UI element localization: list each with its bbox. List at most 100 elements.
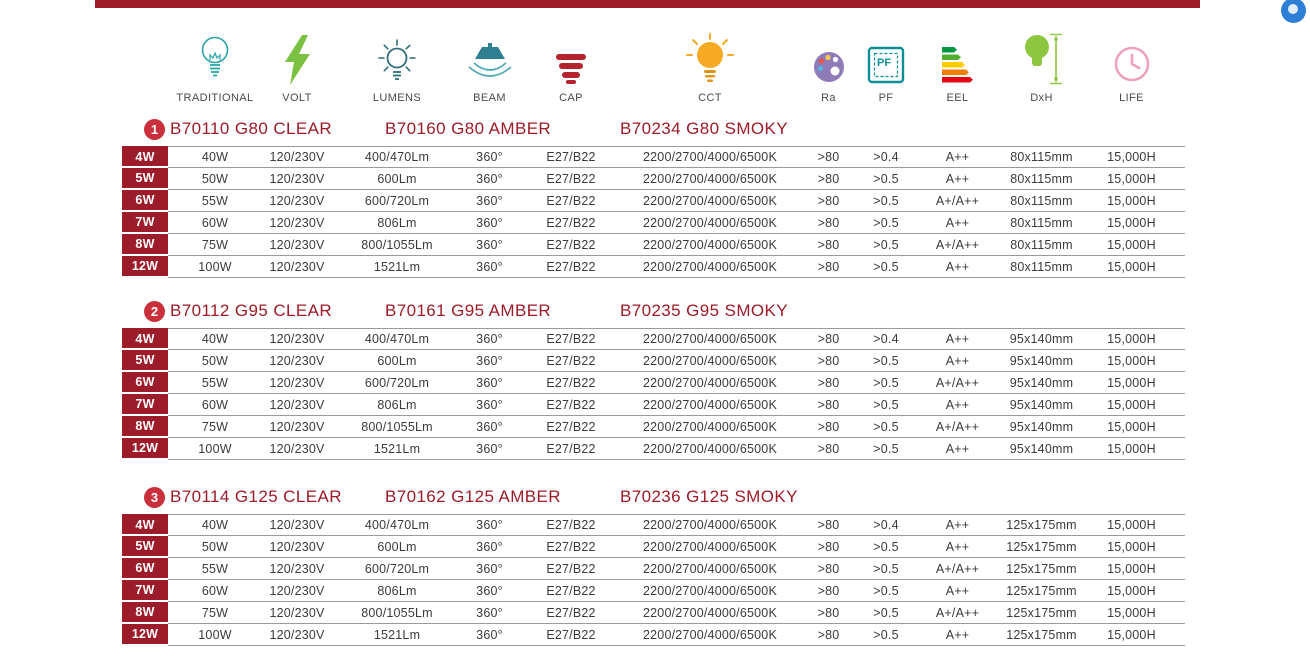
cell-pf: >0.5 [862, 416, 910, 438]
table-row: 4W 40W 120/230V 400/470Lm 360° E27/B22 2200/27… [122, 146, 1185, 168]
column-label: LUMENS [372, 92, 422, 104]
cell-lumens: 1521Lm [332, 624, 462, 646]
cell-pf: >0.4 [862, 146, 910, 168]
cell-cct: 2200/2700/4000/6500K [625, 438, 795, 460]
cell-volt: 120/230V [262, 602, 332, 624]
cell-volt: 120/230V [262, 558, 332, 580]
cell-dxh: 80x115mm [1005, 146, 1078, 168]
cell-cap: E27/B22 [517, 602, 625, 624]
cell-traditional: 40W [168, 514, 262, 536]
column-label: DxH [1030, 92, 1053, 104]
cell-lumens: 400/470Lm [332, 514, 462, 536]
cell-eel: A++ [910, 438, 1005, 460]
cell-lumens: 400/470Lm [332, 328, 462, 350]
cell-beam: 360° [462, 256, 517, 278]
table-row: 7W 60W 120/230V 806Lm 360° E27/B22 2200/2700/4… [122, 394, 1185, 416]
cell-cap: E27/B22 [517, 328, 625, 350]
blue-circle-icon[interactable] [1281, 0, 1306, 23]
cell-pf: >0.5 [862, 212, 910, 234]
cell-cap: E27/B22 [517, 416, 625, 438]
table-row: 4W 40W 120/230V 400/470Lm 360° E27/B22 2200/27… [122, 328, 1185, 350]
section-number-badge: 2 [144, 301, 165, 322]
pf-chip-icon: PF [866, 45, 906, 85]
cell-traditional: 60W [168, 580, 262, 602]
cell-traditional: 75W [168, 416, 262, 438]
cell-eel: A++ [910, 514, 1005, 536]
cell-ra: >80 [795, 350, 862, 372]
cell-eel: A++ [910, 168, 1005, 190]
cell-cap: E27/B22 [517, 536, 625, 558]
cell-cap: E27/B22 [517, 256, 625, 278]
cell-watt: 6W [122, 558, 168, 580]
cell-ra: >80 [795, 514, 862, 536]
cell-cap: E27/B22 [517, 168, 625, 190]
cell-beam: 360° [462, 190, 517, 212]
cell-dxh: 95x140mm [1005, 372, 1078, 394]
cell-beam: 360° [462, 536, 517, 558]
cell-watt: 7W [122, 394, 168, 416]
column-header-ra: Ra [795, 24, 862, 104]
cell-beam: 360° [462, 558, 517, 580]
cell-pf: >0.5 [862, 168, 910, 190]
cell-watt: 7W [122, 580, 168, 602]
table-row: 6W 55W 120/230V 600/720Lm 360° E27/B22 2200/27… [122, 558, 1185, 580]
ra-palette-icon [811, 49, 847, 85]
cell-eel: A+/A++ [910, 558, 1005, 580]
cell-ra: >80 [795, 168, 862, 190]
table-row: 7W 60W 120/230V 806Lm 360° E27/B22 2200/2700/4… [122, 580, 1185, 602]
cell-pf: >0.5 [862, 190, 910, 212]
cell-eel: A+/A++ [910, 190, 1005, 212]
cell-dxh: 125x175mm [1005, 624, 1078, 646]
table-row: 5W 50W 120/230V 600Lm 360° E27/B22 2200/2700/4… [122, 168, 1185, 190]
cell-cct: 2200/2700/4000/6500K [625, 514, 795, 536]
cell-cap: E27/B22 [517, 438, 625, 460]
cell-dxh: 80x115mm [1005, 212, 1078, 234]
table-row: 4W 40W 120/230V 400/470Lm 360° E27/B22 2200/27… [122, 514, 1185, 536]
column-label: TRADITIONAL [176, 92, 254, 104]
top-accent-bar [95, 0, 1200, 8]
cell-watt: 6W [122, 372, 168, 394]
cell-traditional: 100W [168, 256, 262, 278]
cell-eel: A++ [910, 328, 1005, 350]
column-label: CCT [698, 92, 722, 104]
column-header-cap: CAP [517, 24, 625, 104]
cell-life: 15,000H [1078, 416, 1185, 438]
cell-volt: 120/230V [262, 580, 332, 602]
section-number-badge: 1 [144, 119, 165, 140]
cell-life: 15,000H [1078, 514, 1185, 536]
cell-beam: 360° [462, 234, 517, 256]
cell-cap: E27/B22 [517, 624, 625, 646]
cell-dxh: 80x115mm [1005, 168, 1078, 190]
table-row: 6W 55W 120/230V 600/720Lm 360° E27/B22 2200/27… [122, 190, 1185, 212]
cell-dxh: 95x140mm [1005, 394, 1078, 416]
table-row: 12W 100W 120/230V 1521Lm 360° E27/B22 2200/270… [122, 256, 1185, 278]
dxh-dimensions-icon [1020, 33, 1064, 85]
cell-watt: 4W [122, 514, 168, 536]
cell-traditional: 60W [168, 394, 262, 416]
cell-ra: >80 [795, 394, 862, 416]
table-row: 12W 100W 120/230V 1521Lm 360° E27/B22 2200/270… [122, 624, 1185, 646]
cell-cct: 2200/2700/4000/6500K [625, 558, 795, 580]
column-label: LIFE [1119, 92, 1144, 104]
cell-traditional: 55W [168, 190, 262, 212]
cell-traditional: 40W [168, 146, 262, 168]
table-row: 5W 50W 120/230V 600Lm 360° E27/B22 2200/2700/4… [122, 536, 1185, 558]
cell-life: 15,000H [1078, 602, 1185, 624]
table-row: 6W 55W 120/230V 600/720Lm 360° E27/B22 2200/27… [122, 372, 1185, 394]
column-header-traditional: TRADITIONAL [168, 24, 262, 104]
cell-watt: 8W [122, 416, 168, 438]
cell-pf: >0.5 [862, 394, 910, 416]
cell-cct: 2200/2700/4000/6500K [625, 372, 795, 394]
cell-life: 15,000H [1078, 394, 1185, 416]
cell-lumens: 600Lm [332, 350, 462, 372]
cell-watt: 7W [122, 212, 168, 234]
cell-cct: 2200/2700/4000/6500K [625, 328, 795, 350]
cell-volt: 120/230V [262, 146, 332, 168]
cell-ra: >80 [795, 624, 862, 646]
cell-dxh: 95x140mm [1005, 438, 1078, 460]
table-row: 7W 60W 120/230V 806Lm 360° E27/B22 2200/2700/4… [122, 212, 1185, 234]
cell-volt: 120/230V [262, 212, 332, 234]
cell-pf: >0.5 [862, 256, 910, 278]
cell-cap: E27/B22 [517, 372, 625, 394]
column-label: CAP [559, 92, 583, 104]
